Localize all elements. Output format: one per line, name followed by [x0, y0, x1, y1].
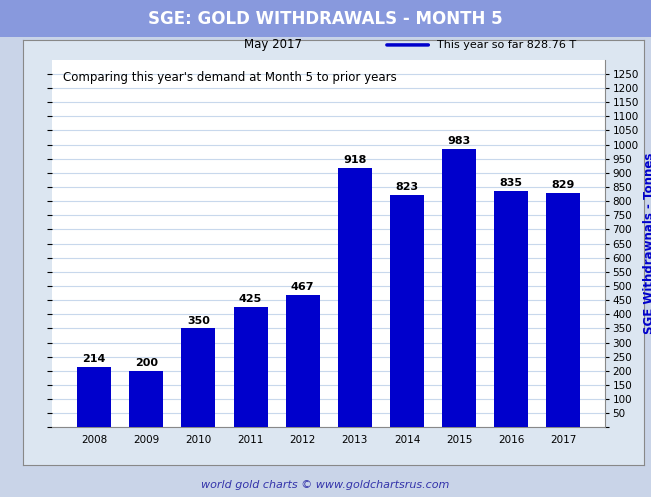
Text: world gold charts © www.goldchartsrus.com: world gold charts © www.goldchartsrus.co…	[201, 480, 450, 490]
Bar	[546, 193, 580, 427]
Text: 823: 823	[395, 182, 419, 192]
Text: 200: 200	[135, 358, 158, 368]
Text: This year so far 828.76 T: This year so far 828.76 T	[437, 40, 575, 50]
Text: 835: 835	[500, 178, 523, 188]
Text: 350: 350	[187, 316, 210, 326]
Text: Comparing this year's demand at Month 5 to prior years: Comparing this year's demand at Month 5 …	[63, 71, 397, 83]
Text: 918: 918	[343, 155, 367, 165]
Bar	[494, 191, 528, 427]
Bar	[130, 371, 163, 427]
Bar	[286, 295, 320, 427]
Text: May 2017: May 2017	[244, 38, 303, 51]
Bar	[77, 367, 111, 427]
Bar	[182, 329, 215, 427]
Bar	[390, 195, 424, 427]
Bar	[442, 149, 476, 427]
Text: 829: 829	[551, 180, 575, 190]
Text: 983: 983	[447, 137, 471, 147]
Y-axis label: SGE Withdrawnals - Tonnes: SGE Withdrawnals - Tonnes	[643, 153, 651, 334]
Text: 214: 214	[83, 354, 106, 364]
Bar	[338, 167, 372, 427]
Text: 467: 467	[291, 282, 314, 292]
Text: 425: 425	[239, 294, 262, 304]
Bar	[234, 307, 268, 427]
Text: SGE: GOLD WITHDRAWALS - MONTH 5: SGE: GOLD WITHDRAWALS - MONTH 5	[148, 9, 503, 28]
